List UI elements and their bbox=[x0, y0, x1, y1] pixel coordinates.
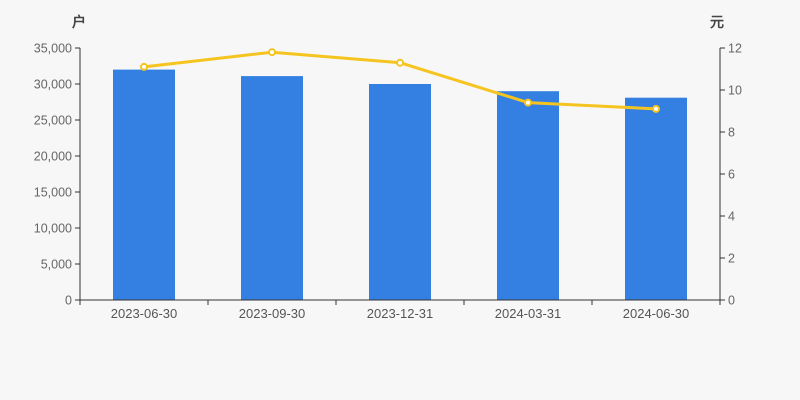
bar bbox=[497, 91, 559, 300]
y-axis-left-tick-label: 0 bbox=[65, 294, 72, 308]
y-axis-left-tick-label: 10,000 bbox=[34, 222, 72, 236]
left-axis-title: 户 bbox=[72, 14, 86, 30]
y-axis-right-tick-label: 6 bbox=[728, 168, 735, 182]
line-marker bbox=[524, 98, 532, 107]
y-axis-right-tick-label: 2 bbox=[728, 252, 735, 266]
line-marker bbox=[268, 48, 276, 57]
bar bbox=[369, 84, 431, 300]
bar bbox=[625, 97, 687, 300]
y-axis-right-tick-label: 12 bbox=[728, 42, 742, 56]
line-marker bbox=[396, 58, 404, 67]
bar bbox=[241, 76, 303, 300]
y-axis-left-tick-label: 20,000 bbox=[34, 150, 72, 164]
y-axis-left-tick-label: 15,000 bbox=[34, 186, 72, 200]
y-axis-left-tick-label: 30,000 bbox=[34, 78, 72, 92]
x-axis-category-label: 2024-06-30 bbox=[623, 306, 690, 321]
x-axis-category-label: 2024-03-31 bbox=[495, 306, 562, 321]
line-marker bbox=[652, 104, 660, 113]
y-axis-right-tick-label: 10 bbox=[728, 84, 742, 98]
x-axis-category-label: 2023-09-30 bbox=[239, 306, 306, 321]
x-axis-category-label: 2023-06-30 bbox=[111, 306, 178, 321]
y-axis-left-tick-label: 35,000 bbox=[34, 42, 72, 56]
y-axis-right-tick-label: 0 bbox=[728, 294, 735, 308]
bar bbox=[113, 69, 175, 300]
y-axis-left-tick-label: 25,000 bbox=[34, 114, 72, 128]
line-marker bbox=[140, 62, 148, 71]
y-axis-right-tick-label: 8 bbox=[728, 126, 735, 140]
y-axis-left-tick-label: 5,000 bbox=[41, 258, 72, 272]
right-axis-title: 元 bbox=[710, 14, 724, 30]
y-axis-right-tick-label: 4 bbox=[728, 210, 735, 224]
x-axis-category-label: 2023-12-31 bbox=[367, 306, 434, 321]
